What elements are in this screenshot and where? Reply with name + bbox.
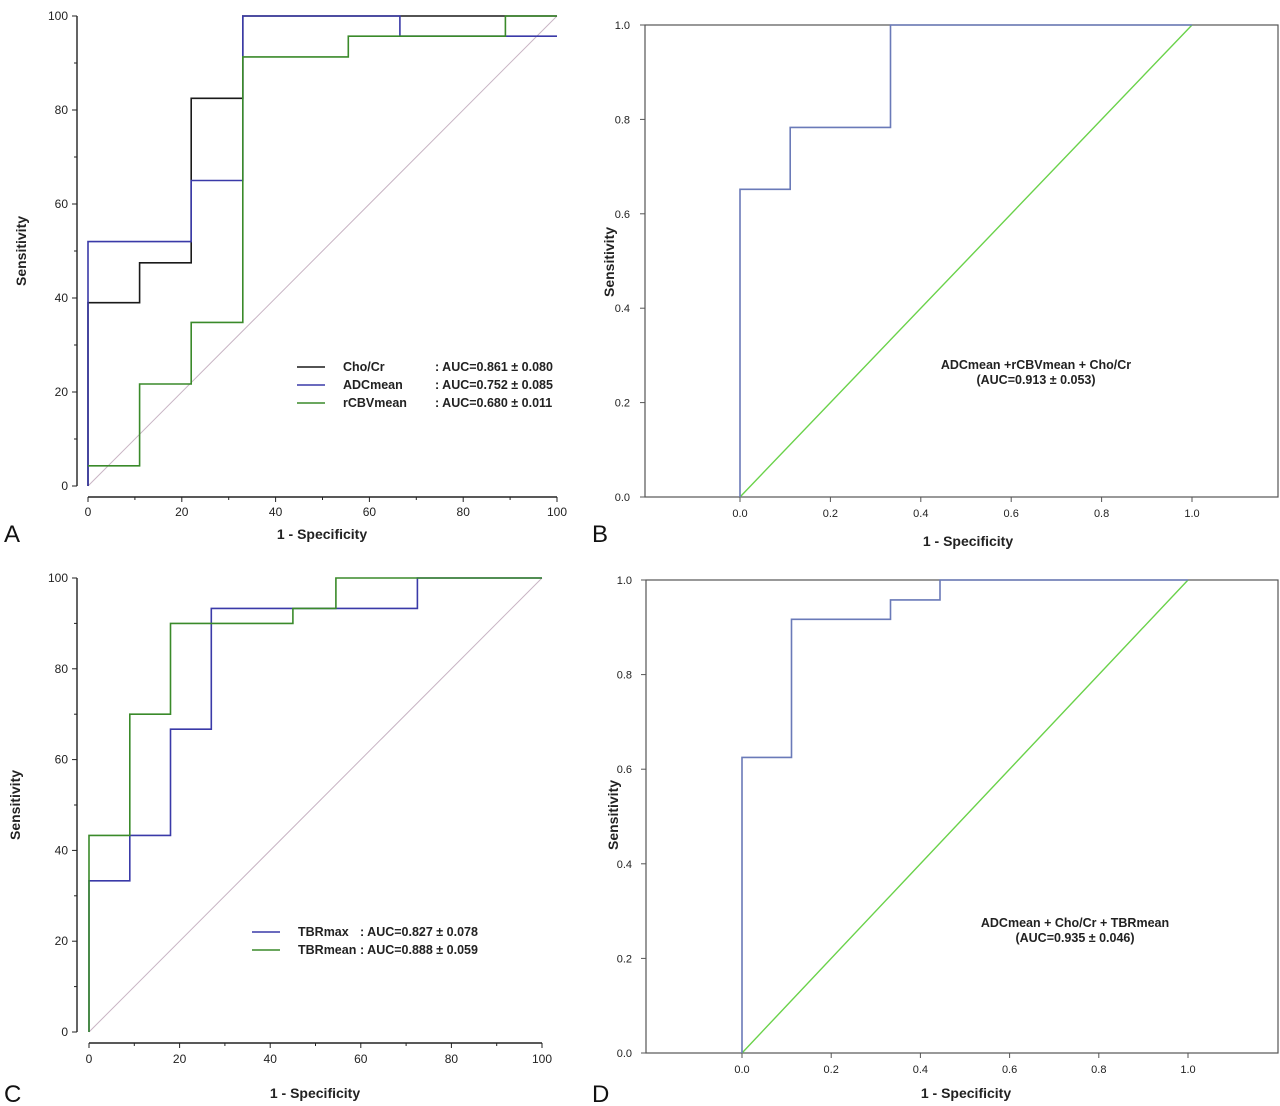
panel-label: D	[592, 1081, 609, 1106]
y-tick-label: 0.8	[617, 670, 632, 682]
x-tick-label: 0	[85, 505, 92, 519]
roc-curve-combined	[741, 579, 1188, 1053]
y-tick-label: 100	[48, 9, 68, 23]
y-tick-label: 20	[55, 385, 69, 399]
x-tick-label: 0.4	[913, 1064, 928, 1076]
y-tick-label: 0.6	[617, 764, 632, 776]
y-tick-label: 20	[55, 934, 69, 948]
x-tick-label: 100	[532, 1052, 552, 1066]
reference-diagonal	[739, 24, 1193, 498]
x-tick-label: 1.0	[1184, 508, 1199, 520]
model-annotation: ADCmean + Cho/Cr + TBRmean	[981, 916, 1169, 930]
legend-auc-label: : AUC=0.680 ± 0.011	[435, 396, 552, 410]
model-annotation: ADCmean +rCBVmean + Cho/Cr	[941, 358, 1131, 372]
chart-panel-a: 0 20 40 60 80 100 0 20 40 60 80 100 Cho/Cr : AUC=0.86…	[4, 9, 567, 548]
legend-series-name: ADCmean	[343, 378, 403, 392]
x-tick-label: 0.8	[1091, 1064, 1106, 1076]
panel-label: B	[592, 521, 608, 548]
x-tick-label: 40	[269, 505, 283, 519]
roc-curve-tbrmax	[88, 577, 542, 1032]
y-tick-label: 60	[55, 197, 69, 211]
x-tick-label: 0.0	[732, 508, 747, 520]
y-axis-title: Sensitivity	[13, 216, 29, 286]
y-axis-title: Sensitivity	[601, 227, 617, 297]
y-tick-label: 80	[55, 662, 69, 676]
y-tick-label: 0.2	[617, 953, 632, 965]
y-tick-label: 40	[55, 843, 69, 857]
y-tick-label: 0.0	[615, 492, 630, 504]
y-axis-title: Sensitivity	[7, 770, 23, 840]
x-tick-label: 100	[547, 505, 567, 519]
x-tick-label: 60	[354, 1052, 368, 1066]
x-tick-label: 0.0	[734, 1064, 749, 1076]
legend-series-name: Cho/Cr	[343, 360, 385, 374]
x-axis-title: 1 - Specificity	[921, 1085, 1011, 1101]
legend-series-name: rCBVmean	[343, 396, 407, 410]
chart-panel-b: 0.0 0.2 0.4 0.6 0.8 1.0 0.0 0.2 0.4 0.6 0.8 1.0 ADCm…	[592, 20, 1279, 549]
y-tick-label: 0.2	[615, 398, 630, 410]
x-tick-label: 0.4	[913, 508, 928, 520]
x-tick-label: 40	[264, 1052, 278, 1066]
y-axis-title: Sensitivity	[605, 780, 621, 850]
reference-diagonal	[87, 15, 558, 487]
x-tick-label: 0.2	[823, 508, 838, 520]
roc-curve-rcbvmean	[88, 15, 557, 467]
x-tick-label: 1.0	[1180, 1064, 1195, 1076]
y-tick-label: 80	[55, 103, 69, 117]
chart-panel-c: 0 20 40 60 80 100 0 20 40 60 80 100 TBRmax : AUC=0.82…	[4, 571, 552, 1106]
x-axis-title: 1 - Specificity	[923, 533, 1013, 549]
x-tick-label: 80	[445, 1052, 459, 1066]
x-tick-label: 80	[457, 505, 471, 519]
x-tick-label: 0	[86, 1052, 93, 1066]
legend-auc-label: : AUC=0.752 ± 0.085	[435, 378, 553, 392]
y-tick-label: 0.0	[617, 1048, 632, 1060]
plot-frame	[645, 579, 1279, 1054]
y-tick-label: 40	[55, 291, 69, 305]
roc-curve-combined	[739, 24, 1192, 497]
y-tick-label: 0.4	[615, 303, 630, 315]
legend-auc-label: : AUC=0.888 ± 0.059	[360, 943, 478, 957]
panel-label: A	[4, 521, 20, 548]
panel-label: C	[4, 1081, 21, 1106]
x-tick-label: 0.6	[1004, 508, 1019, 520]
x-axis-title: 1 - Specificity	[270, 1085, 360, 1101]
y-tick-label: 0	[61, 479, 68, 493]
x-tick-label: 0.2	[824, 1064, 839, 1076]
y-tick-label: 100	[48, 571, 68, 585]
y-tick-label: 60	[55, 753, 69, 767]
x-tick-label: 0.6	[1002, 1064, 1017, 1076]
roc-curve-tbrmean	[88, 577, 542, 1032]
y-tick-label: 1.0	[617, 575, 632, 587]
model-annotation: (AUC=0.935 ± 0.046)	[1015, 931, 1134, 945]
legend-auc-label: : AUC=0.861 ± 0.080	[435, 360, 553, 374]
y-tick-label: 0.4	[617, 859, 632, 871]
y-tick-label: 0	[61, 1025, 68, 1039]
reference-diagonal	[88, 577, 543, 1033]
x-tick-label: 60	[363, 505, 377, 519]
x-tick-label: 0.8	[1094, 508, 1109, 520]
reference-diagonal	[741, 579, 1189, 1054]
y-tick-label: 0.6	[615, 209, 630, 221]
x-axis-title: 1 - Specificity	[277, 526, 367, 542]
model-annotation: (AUC=0.913 ± 0.053)	[976, 373, 1095, 387]
legend-auc-label: : AUC=0.827 ± 0.078	[360, 925, 478, 939]
x-tick-label: 20	[175, 505, 189, 519]
y-tick-label: 1.0	[615, 20, 630, 32]
y-tick-label: 0.8	[615, 114, 630, 126]
chart-panel-d: 0.0 0.2 0.4 0.6 0.8 1.0 0.0 0.2 0.4 0.6 0.8 1.0 ADCm…	[592, 575, 1279, 1106]
legend-series-name: TBRmean	[298, 943, 356, 957]
legend-series-name: TBRmax	[298, 925, 349, 939]
x-tick-label: 20	[173, 1052, 187, 1066]
